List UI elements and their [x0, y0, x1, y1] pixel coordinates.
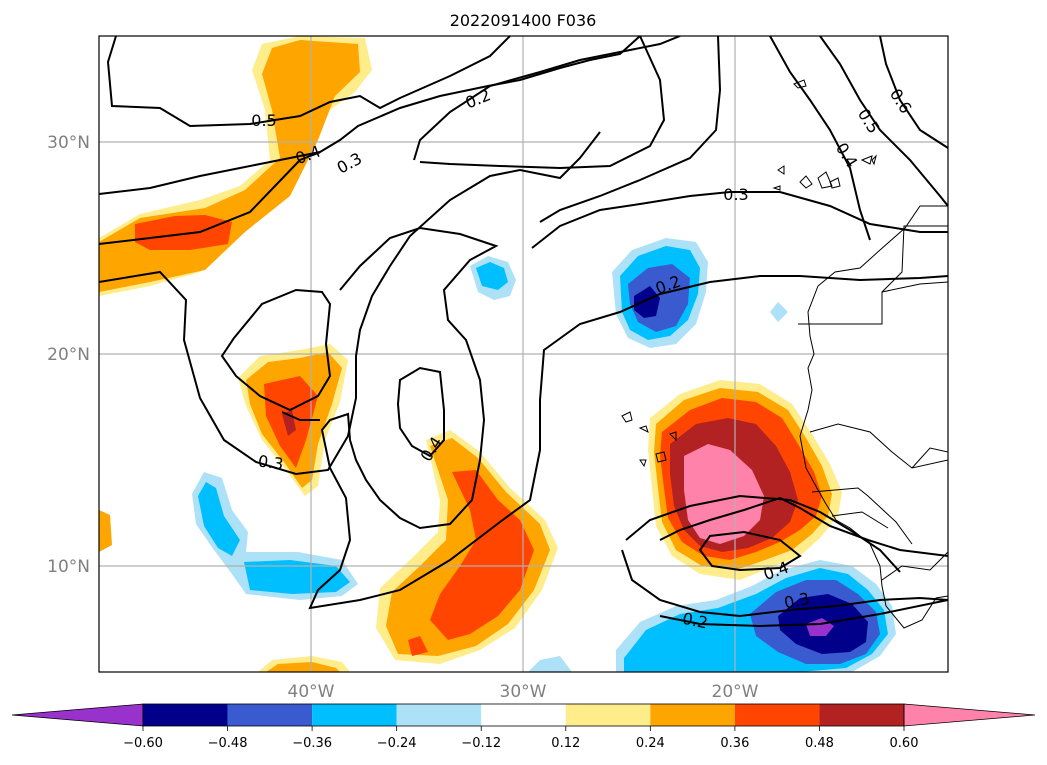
- map-frame: [98, 35, 949, 673]
- contour-0-3-north-loop-right: [539, 36, 722, 223]
- colorbar-extend-min: [11, 703, 144, 727]
- colorbar-tick-label: −0.60: [123, 736, 163, 751]
- contour-0-3-south-loop: [625, 494, 901, 573]
- contour-0-6-northeast: [879, 36, 948, 149]
- colorbar-tick-label: 0.12: [551, 736, 580, 751]
- negative-anomaly-bottom-center: [528, 656, 572, 672]
- colorbar-tick-label: −0.12: [461, 736, 501, 751]
- contour-label: 0.3: [782, 589, 811, 613]
- contour-0-4-central-west-branch: [281, 411, 320, 421]
- contour-0-5-northwest: [106, 36, 511, 128]
- contour-0-3-west-loop: [99, 131, 601, 476]
- contour-0-4-south-loop: [659, 496, 948, 557]
- contour-0-3-inner-loop: [220, 288, 332, 412]
- colorbar-bin: [481, 704, 566, 726]
- country-border-5: [831, 511, 889, 529]
- colorbar-tick-label: −0.24: [377, 736, 417, 751]
- contour-0-2-north: [413, 36, 681, 161]
- country-border-6: [881, 551, 948, 581]
- contour-0-2-south-bottom: [659, 599, 948, 628]
- colorbar-bin: [312, 704, 397, 726]
- lat-label-30n: 30°N: [47, 133, 90, 153]
- contour-0-4-south-inner-loop: [698, 530, 802, 572]
- contour-0-3-central-small-loop: [396, 366, 445, 458]
- latitude-labels: 30°N 20°N 10°N: [47, 133, 90, 577]
- colorbar-tick-label: 0.48: [805, 736, 834, 751]
- longitude-labels: 40°W 30°W 20°W: [288, 682, 759, 702]
- contour-0-2-south-loop: [621, 549, 948, 618]
- canary-islands: [772, 155, 873, 191]
- cape-verde-islands: [621, 411, 677, 468]
- contour-label: 0.2: [681, 609, 710, 633]
- negative-anomaly-center-north: [476, 262, 508, 290]
- contour-label: 0.3: [257, 451, 285, 473]
- positive-anomaly-east-peak: [684, 444, 764, 544]
- madeira-islands: [793, 79, 877, 166]
- colorbar-bin: [396, 704, 482, 726]
- lon-label-30w: 30°W: [500, 682, 547, 702]
- positive-anomaly-bottom-core: [266, 662, 340, 672]
- contour-0-5-northeast: [819, 36, 948, 207]
- lat-label-20n: 20°N: [47, 345, 90, 365]
- colorbar-tick-label: 0.60: [890, 736, 919, 751]
- positive-anomaly-nw-core: [135, 215, 232, 250]
- contour-0-4-northeast: [769, 36, 871, 241]
- colorbar-tick-label: −0.48: [208, 736, 248, 751]
- colorbar-bin: [819, 704, 904, 726]
- colorbar-tick-label: 0.24: [636, 736, 665, 751]
- colorbar-bin: [650, 704, 735, 726]
- negative-anomaly-ne-core: [634, 286, 660, 318]
- contour-0-3-northeast: [531, 191, 948, 249]
- lat-label-10n: 10°N: [47, 557, 90, 577]
- colorbar-tick-label: 0.36: [720, 736, 749, 751]
- contour-0-2-north-loop: [419, 36, 666, 170]
- contour-lines: [99, 36, 948, 628]
- negative-anomaly-small-east: [770, 302, 788, 322]
- colorbar: −0.60 −0.48 −0.36 −0.24 −0.12 0.12 0.24 0.36 0.4…: [11, 703, 1036, 751]
- positive-anomaly-left-edge: [99, 510, 112, 552]
- colorbar-outline: [142, 703, 905, 727]
- contour-label: 0.5: [251, 111, 276, 130]
- positive-anomaly-south-small: [408, 636, 428, 656]
- colorbar-tick-label: −0.36: [292, 736, 332, 751]
- colorbar-extend-max: [903, 703, 1036, 727]
- lon-label-20w: 20°W: [712, 682, 759, 702]
- colorbar-bin: [227, 704, 313, 726]
- map-area: 0.5 0.4 0.3 0.2 0.6 0.5 0.4 0.3 0.2 0.3 …: [99, 36, 948, 672]
- positive-anomaly-central-south-core: [430, 470, 534, 640]
- contour-label: 0.3: [723, 185, 748, 204]
- colorbar-bin: [734, 704, 820, 726]
- lon-label-40w: 40°W: [288, 682, 335, 702]
- figure-title: 2022091400 F036: [450, 11, 597, 30]
- contour-0-4-northwest: [99, 36, 641, 195]
- country-border-2: [881, 225, 948, 293]
- country-border-3: [809, 423, 948, 469]
- colorbar-bin: [565, 704, 651, 726]
- country-border-4: [811, 487, 913, 545]
- gridlines: [99, 36, 948, 672]
- contour-0-4-central-loop: [308, 226, 948, 610]
- contour-0-5-west: [99, 151, 321, 245]
- colorbar-bin: [143, 704, 228, 726]
- negative-anomaly-sw-a: [198, 482, 240, 556]
- country-border-7: [911, 447, 948, 469]
